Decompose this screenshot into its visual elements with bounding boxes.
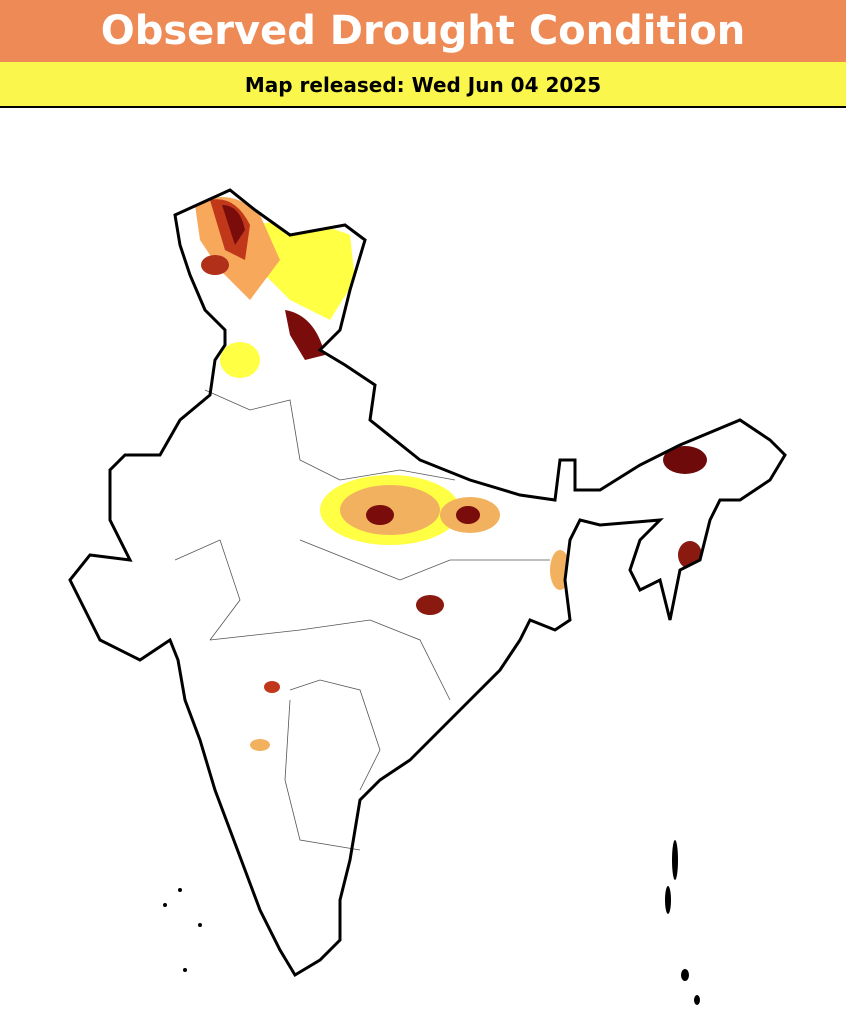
- drought-map: [68, 188, 787, 1005]
- state-boundaries: [174, 389, 550, 851]
- title: Observed Drought Condition: [0, 0, 846, 62]
- drought-areas: [70, 190, 785, 975]
- release-date: Map released: Wed Jun 04 2025: [0, 62, 846, 108]
- islands: [163, 840, 700, 1005]
